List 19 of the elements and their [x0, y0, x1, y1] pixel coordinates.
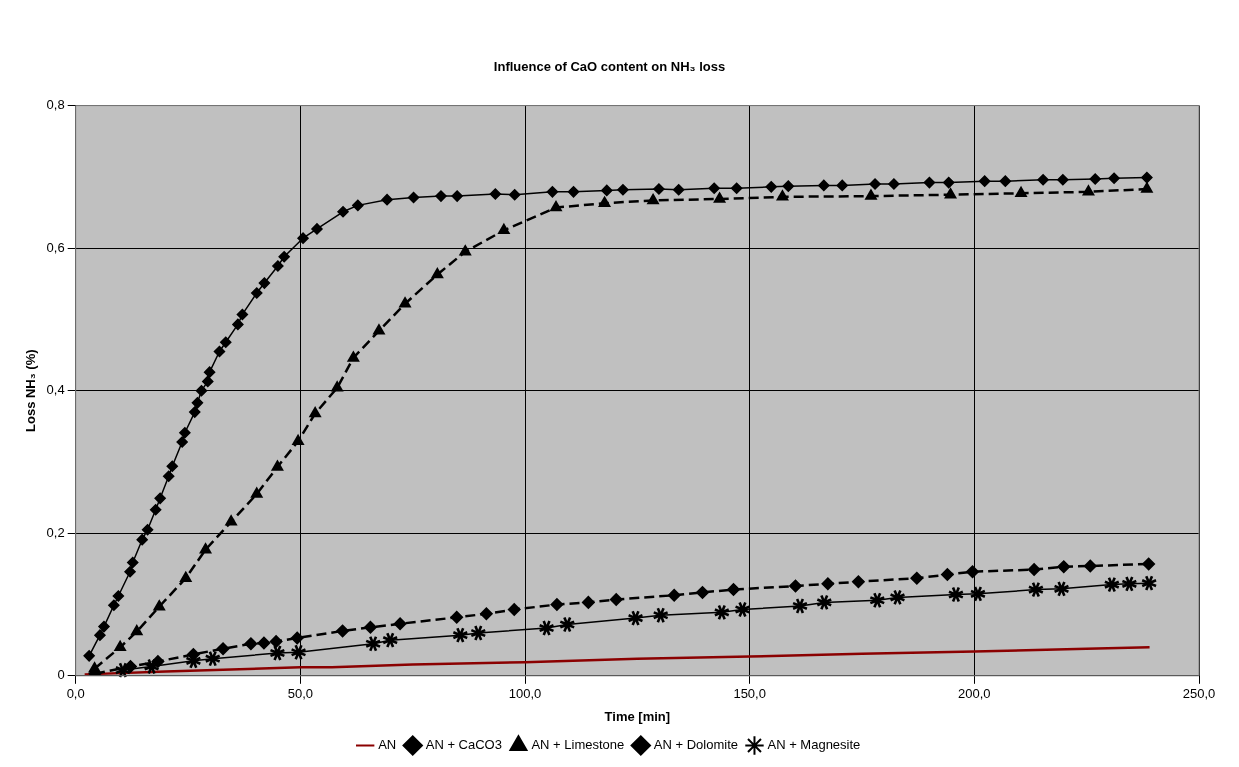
x-axis-title: Time [min]: [604, 708, 671, 724]
x-tick-label: 100,0: [508, 686, 542, 702]
x-tick-label: 200,0: [958, 686, 991, 702]
legend-label: AN: [378, 737, 397, 753]
legend-label: AN + Limestone: [531, 737, 625, 753]
legend-label: AN + CaCO3: [425, 737, 502, 753]
legend-label: AN + Dolomite: [653, 737, 738, 753]
x-tick-label: 150,0: [733, 686, 766, 702]
x-tick-label: 0,0: [66, 686, 85, 702]
y-tick-label: 0,4: [46, 382, 65, 398]
x-tick-label: 50,0: [287, 686, 313, 702]
y-tick-label: 0,2: [46, 524, 65, 540]
y-axis-title: Loss NH₃ (%): [23, 349, 39, 432]
y-tick-label: 0,8: [46, 97, 65, 113]
chart-title: Influence of CaO content on NH₃ loss: [493, 59, 726, 75]
y-tick-label: 0: [57, 667, 65, 683]
legend-label: AN + Magnesite: [767, 737, 861, 753]
x-tick-label: 250,0: [1182, 686, 1216, 702]
y-tick-label: 0,6: [46, 239, 65, 255]
